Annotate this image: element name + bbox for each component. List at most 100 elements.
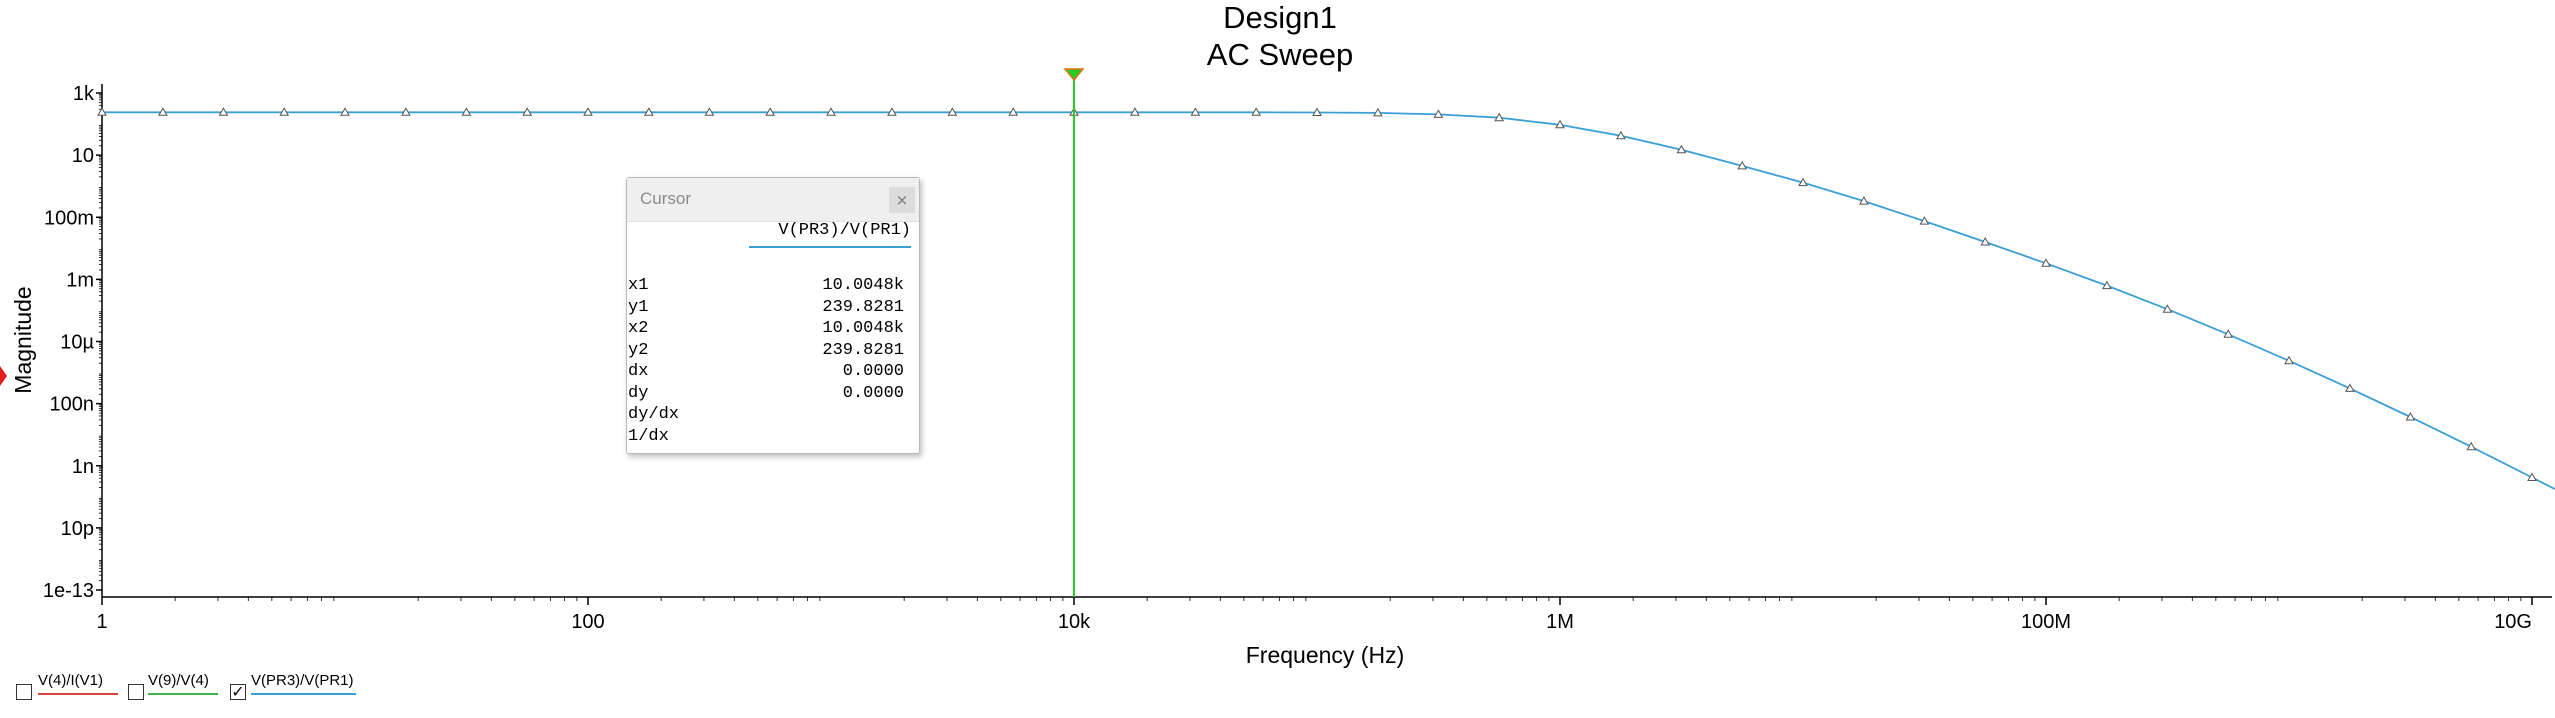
close-icon[interactable]: ×	[889, 187, 915, 213]
cursor-row-name: 1/dx	[628, 426, 669, 446]
data-point-marker	[1433, 109, 1444, 118]
x-ticks: 1 100 10k 1M 100M 10G	[96, 597, 2533, 633]
cursor-row-name: dx	[628, 362, 649, 381]
data-point-marker	[1980, 236, 1991, 246]
x-tick-label: 100M	[2021, 611, 2071, 633]
cursor-row-dydx: dy/dx	[627, 405, 919, 427]
legend-label: V(4)/I(V1)	[38, 672, 104, 689]
x-tick-label: 10G	[2494, 611, 2532, 633]
cursor-row-x1: x1 10.0048k	[627, 276, 919, 298]
y-tick-label: 100m	[44, 207, 94, 229]
cursor-row-value: 0.0000	[842, 362, 904, 381]
x-tick-label: 1M	[1546, 611, 1574, 633]
data-point-marker	[522, 107, 533, 116]
x-tick-label: 10k	[1058, 611, 1091, 633]
data-point-marker	[2041, 258, 2051, 267]
data-point-marker	[1373, 107, 1383, 117]
data-point-marker	[1919, 216, 1930, 225]
data-point-marker	[644, 107, 654, 116]
cursor-row-value: 10.0048k	[822, 319, 904, 338]
data-point-marker	[461, 107, 472, 116]
data-point-marker	[2162, 304, 2173, 313]
cursor-row-name: dy/dx	[628, 405, 680, 424]
cursor-row-name: y2	[628, 340, 649, 360]
data-point-marker	[1555, 119, 1565, 129]
data-point-marker	[97, 107, 107, 116]
cursor-group[interactable]	[1063, 68, 1085, 597]
chart-title: Design1	[1223, 0, 1337, 35]
series-group	[97, 107, 2555, 490]
y-tick-label: 1k	[73, 83, 95, 105]
cursor-window[interactable]: Cursor × V(PR3)/V(PR1) x1 10.0048k y1 239.…	[626, 177, 920, 454]
x-axis-label: Frequency (Hz)	[1246, 642, 1404, 668]
data-point-marker	[1130, 107, 1140, 116]
data-point-marker	[2527, 472, 2537, 481]
cursor-row-x2: x2 10.0048k	[627, 319, 919, 341]
data-point-marker	[2223, 329, 2234, 338]
series-line	[102, 111, 2555, 490]
cursor-handle[interactable]	[1063, 68, 1085, 82]
data-point-marker	[1676, 144, 1687, 154]
data-point-marker	[1737, 160, 1748, 170]
x-tick-label: 100	[571, 611, 604, 633]
data-point-marker	[2284, 355, 2294, 365]
data-point-marker	[947, 107, 958, 116]
legend-checkbox[interactable]	[128, 684, 144, 700]
legend-label: V(PR3)/V(PR1)	[251, 672, 354, 689]
data-point-marker	[1616, 130, 1626, 140]
y-tick-label: 10p	[61, 518, 94, 540]
y-axis-scroll-marker[interactable]	[0, 366, 7, 386]
x-tick-label: 1	[96, 611, 107, 633]
cursor-window-title: Cursor	[640, 189, 692, 208]
data-point-marker	[2102, 280, 2112, 290]
legend-swatch	[38, 693, 118, 695]
data-point-marker	[1859, 196, 1869, 205]
data-point-marker	[1190, 107, 1201, 116]
cursor-row-y1: y1 239.8281	[627, 298, 919, 320]
y-tick-label: 10	[72, 145, 94, 167]
cursor-row-value: 239.8281	[822, 340, 904, 360]
cursor-row-value: 0.0000	[842, 383, 904, 403]
data-point-marker	[2466, 441, 2477, 451]
cursor-row-name: dy	[628, 383, 649, 403]
cursor-row-name: x1	[628, 276, 649, 295]
cursor-row-inv-dx: 1/dx	[627, 427, 919, 449]
cursor-row-y2: y2 239.8281	[627, 341, 919, 363]
y-tick-label: 100n	[50, 394, 95, 416]
data-point-marker	[1798, 177, 1808, 187]
data-point-marker	[1008, 107, 1019, 116]
cursor-row-dx: dx 0.0000	[627, 362, 919, 384]
data-point-marker	[765, 107, 776, 116]
plot-axes	[101, 84, 2552, 598]
data-point-marker	[2405, 411, 2416, 421]
cursor-trace-name: V(PR3)/V(PR1)	[778, 221, 911, 240]
legend-swatch	[148, 693, 218, 695]
legend-checkbox[interactable]	[16, 684, 32, 700]
cursor-window-titlebar[interactable]: Cursor ×	[627, 178, 919, 222]
y-tick-label: 10µ	[60, 332, 94, 354]
data-point-marker	[340, 107, 350, 116]
cursor-row-name: y1	[628, 297, 649, 317]
legend-swatch	[251, 693, 356, 695]
y-tick-label: 1e-13	[43, 580, 94, 602]
legend: V(4)/I(V1) V(9)/V(4) ✓ V(PR3)/V(PR1)	[0, 668, 400, 708]
data-point-marker	[158, 107, 168, 116]
cursor-row-dy: dy 0.0000	[627, 384, 919, 406]
y-tick-label: 1n	[72, 456, 94, 478]
legend-label: V(9)/V(4)	[148, 672, 209, 689]
cursor-row-name: x2	[628, 319, 649, 338]
data-point-marker	[2345, 383, 2355, 392]
data-point-marker	[401, 107, 411, 116]
data-point-marker	[826, 107, 836, 116]
data-point-marker	[583, 107, 593, 116]
cursor-rows: x1 10.0048k y1 239.8281 x2 10.0048k y2 239.8…	[627, 276, 919, 448]
data-point-marker	[1494, 112, 1505, 122]
y-axis-label: Magnitude	[10, 286, 36, 393]
cursor-row-value: 239.8281	[822, 297, 904, 317]
y-ticks: 1k 10 100m 1m 10µ 100n 1n 10p 1e-13	[43, 83, 102, 602]
data-point-marker	[1251, 107, 1262, 116]
legend-checkbox[interactable]: ✓	[230, 682, 246, 701]
data-point-marker	[218, 107, 229, 116]
y-tick-label: 1m	[66, 269, 94, 291]
